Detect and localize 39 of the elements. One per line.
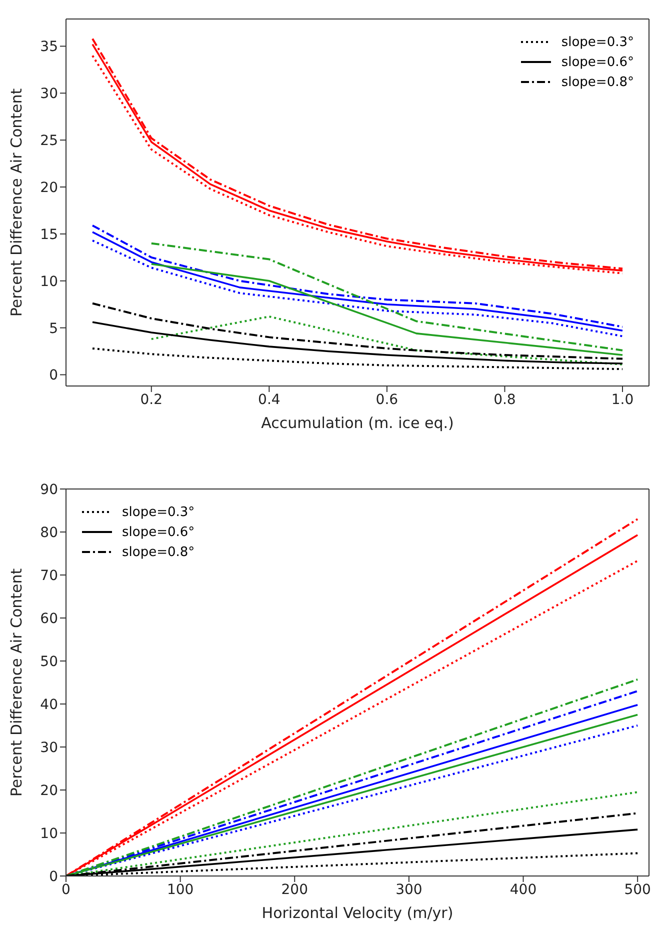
y-tick-label: 35 [40,39,58,56]
x-tick-label: 300 [396,882,422,898]
legend-label: slope=0.6° [561,54,634,70]
y-axis-title: Percent Difference Air Content [7,88,26,317]
y-tick-label: 40 [40,696,58,713]
x-axis-title: Accumulation (m. ice eq.) [261,414,454,432]
y-tick-label: 0 [49,868,58,885]
x-tick-label: 0.2 [140,392,163,408]
y-tick-label: 30 [40,740,58,756]
y-tick-label: 10 [40,274,58,290]
y-tick-label: 70 [40,568,58,584]
x-axis-title: Horizontal Velocity (m/yr) [262,904,454,922]
y-axis-title: Percent Difference Air Content [7,568,26,797]
x-tick-label: 400 [510,882,537,898]
y-tick-label: 15 [40,226,58,243]
x-tick-label: 100 [166,882,194,898]
y-tick-label: 20 [40,180,58,196]
x-tick-label: 0 [62,882,70,898]
y-tick-label: 60 [40,610,58,627]
x-tick-label: 0.6 [376,392,398,408]
x-tick-label: 0.8 [494,392,516,408]
y-tick-label: 10 [40,826,58,842]
y-tick-label: 0 [49,368,58,384]
x-tick-label: 1.0 [611,392,634,408]
y-tick-label: 20 [40,782,58,799]
y-tick-label: 30 [40,86,58,102]
y-tick-label: 5 [49,320,58,337]
y-tick-label: 50 [40,654,58,670]
legend-label: slope=0.6° [122,524,195,540]
y-tick-label: 90 [40,482,58,498]
y-tick-label: 80 [40,524,58,541]
y-tick-label: 25 [40,133,58,150]
legend-label: slope=0.3° [122,504,195,520]
legend-label: slope=0.3° [561,34,634,50]
legend-label: slope=0.8° [122,544,195,560]
x-tick-label: 0.4 [258,392,280,408]
legend-label: slope=0.8° [561,74,634,90]
x-tick-label: 200 [281,882,308,898]
x-tick-label: 500 [624,882,651,898]
